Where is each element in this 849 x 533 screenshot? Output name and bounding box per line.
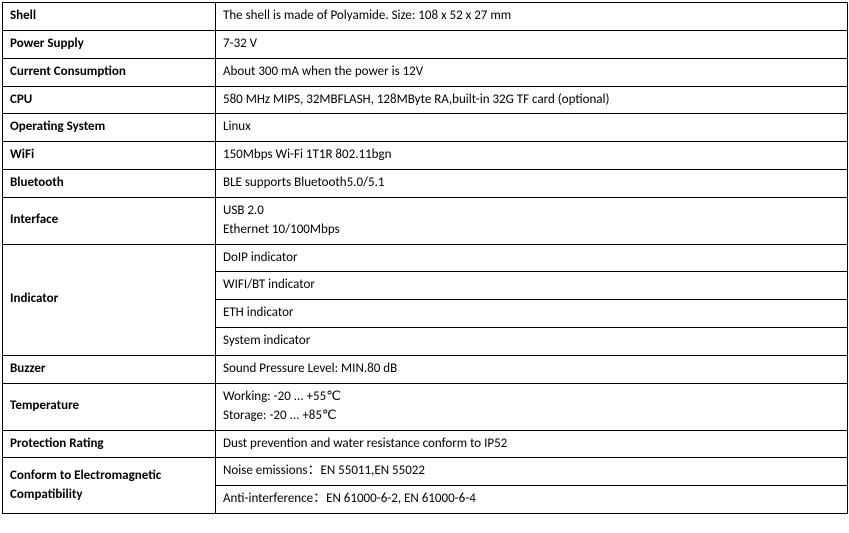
spec-value: DoIP indicator (216, 244, 848, 272)
spec-label: Temperature (3, 383, 216, 430)
spec-value: Dust prevention and water resistance con… (216, 430, 848, 458)
spec-label: Operating System (3, 114, 216, 142)
spec-value: Noise emissions：EN 55011,EN 55022 (216, 458, 848, 486)
table-row: BuzzerSound Pressure Level: MIN.80 dB (3, 355, 848, 383)
table-row: CPU580 MHz MIPS, 32MBFLASH, 128MByte RA,… (3, 86, 848, 114)
table-row: ShellThe shell is made of Polyamide. Siz… (3, 3, 848, 31)
spec-value: USB 2.0 Ethernet 10/100Mbps (216, 197, 848, 244)
spec-value: Linux (216, 114, 848, 142)
table-row: Protection RatingDust prevention and wat… (3, 430, 848, 458)
spec-label: CPU (3, 86, 216, 114)
spec-label: Shell (3, 3, 216, 31)
spec-label: Interface (3, 197, 216, 244)
table-row: BluetoothBLE supports Bluetooth5.0/5.1 (3, 170, 848, 198)
table-row: InterfaceUSB 2.0 Ethernet 10/100Mbps (3, 197, 848, 244)
spec-label: Current Consumption (3, 58, 216, 86)
spec-label: Buzzer (3, 355, 216, 383)
spec-value: 150Mbps Wi-Fi 1T1R 802.11bgn (216, 142, 848, 170)
spec-value: ETH indicator (216, 300, 848, 328)
spec-value: Sound Pressure Level: MIN.80 dB (216, 355, 848, 383)
table-row: WiFi150Mbps Wi-Fi 1T1R 802.11bgn (3, 142, 848, 170)
table-row: TemperatureWorking: -20 ... +55℃ Storage… (3, 383, 848, 430)
spec-value: Working: -20 ... +55℃ Storage: -20 ... +… (216, 383, 848, 430)
spec-label: Power Supply (3, 30, 216, 58)
table-row: Current ConsumptionAbout 300 mA when the… (3, 58, 848, 86)
spec-table: ShellThe shell is made of Polyamide. Siz… (2, 2, 848, 514)
spec-value: 580 MHz MIPS, 32MBFLASH, 128MByte RA,bui… (216, 86, 848, 114)
spec-label: Indicator (3, 244, 216, 355)
spec-value: The shell is made of Polyamide. Size: 10… (216, 3, 848, 31)
spec-value: System indicator (216, 328, 848, 356)
table-row: IndicatorDoIP indicator (3, 244, 848, 272)
spec-value: WIFI/BT indicator (216, 272, 848, 300)
spec-value: Anti-interference：EN 61000-6-2, EN 61000… (216, 486, 848, 514)
spec-label: WiFi (3, 142, 216, 170)
table-row: Conform to Electromagnetic Compatibility… (3, 458, 848, 486)
table-row: Operating SystemLinux (3, 114, 848, 142)
table-row: Power Supply7-32 V (3, 30, 848, 58)
spec-value: 7-32 V (216, 30, 848, 58)
spec-label: Protection Rating (3, 430, 216, 458)
spec-value: About 300 mA when the power is 12V (216, 58, 848, 86)
spec-value: BLE supports Bluetooth5.0/5.1 (216, 170, 848, 198)
spec-label: Conform to Electromagnetic Compatibility (3, 458, 216, 514)
spec-label: Bluetooth (3, 170, 216, 198)
